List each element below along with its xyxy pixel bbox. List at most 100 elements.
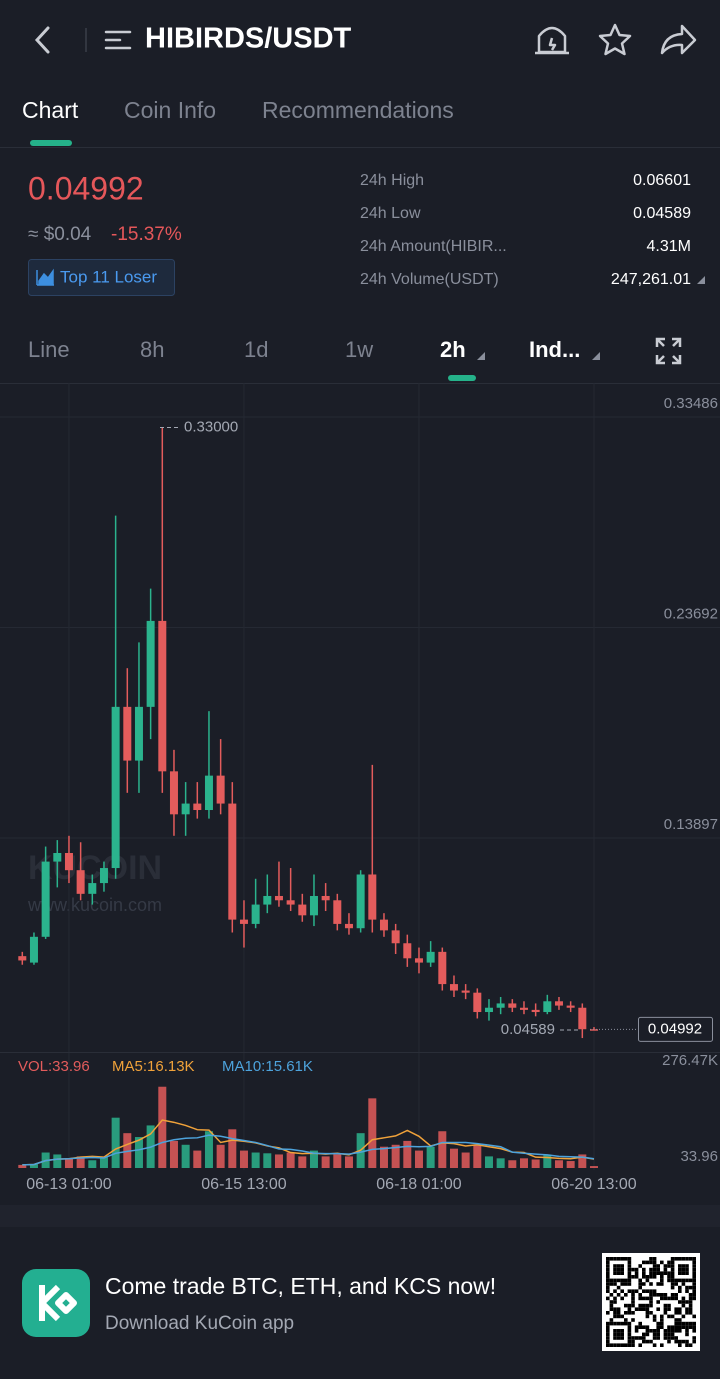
- volume-bar: [286, 1152, 295, 1168]
- qr-cell: [642, 1296, 646, 1301]
- back-button[interactable]: [34, 26, 50, 54]
- qr-cell: [670, 1267, 675, 1272]
- qr-cell: [606, 1282, 610, 1286]
- timeframe[interactable]: 1w: [345, 337, 373, 362]
- qr-cell: [620, 1314, 624, 1319]
- qr-cell: [685, 1329, 689, 1333]
- qr-cell: [627, 1289, 632, 1293]
- menu-icon[interactable]: [104, 30, 132, 50]
- volume-bar: [578, 1154, 587, 1168]
- tab[interactable]: Coin Info: [124, 97, 216, 123]
- qr-cell: [688, 1296, 693, 1301]
- candle-body: [554, 1001, 563, 1006]
- qr-cell: [634, 1267, 639, 1272]
- qr-cell: [627, 1343, 632, 1347]
- qr-cell: [674, 1307, 678, 1311]
- qr-cell: [634, 1336, 639, 1340]
- volume-bar: [403, 1140, 412, 1168]
- qr-cell: [649, 1282, 653, 1286]
- qr-cell: [645, 1303, 650, 1308]
- qr-cell: [616, 1321, 621, 1326]
- qr-cell: [692, 1321, 696, 1326]
- qr-cell: [674, 1257, 678, 1261]
- watermark: www.kucoin.com: [27, 895, 162, 915]
- qr-cell: [688, 1293, 693, 1297]
- tab[interactable]: Recommendations: [262, 97, 454, 123]
- qr-cell: [649, 1303, 653, 1308]
- qr-cell: [692, 1257, 696, 1261]
- qr-cell: [656, 1321, 660, 1326]
- timeframe[interactable]: 8h: [140, 337, 164, 362]
- volume-bar: [554, 1160, 563, 1168]
- timeframe[interactable]: Ind...: [529, 337, 580, 362]
- qr-cell: [678, 1264, 682, 1268]
- volume-bar: [414, 1150, 423, 1168]
- qr-cell: [660, 1343, 664, 1347]
- qr-cell: [678, 1285, 682, 1290]
- dropdown-arrow: [697, 276, 705, 284]
- qr-cell: [606, 1285, 610, 1290]
- qr-cell: [681, 1257, 686, 1261]
- volume-bar: [519, 1158, 528, 1168]
- qr-cell: [685, 1332, 689, 1337]
- favorite-icon[interactable]: [598, 23, 632, 56]
- qr-cell: [627, 1267, 632, 1272]
- qr-cell: [678, 1289, 682, 1293]
- qr-cell: [642, 1289, 646, 1293]
- qr-cell: [620, 1329, 624, 1333]
- candle-body: [76, 870, 85, 894]
- candle-body: [88, 883, 97, 894]
- qr-cell: [674, 1318, 678, 1322]
- qr-cell: [645, 1332, 650, 1337]
- qr-cell: [660, 1278, 664, 1283]
- high-label: 0.33000: [184, 418, 238, 435]
- qr-cell: [638, 1282, 642, 1286]
- timeframe[interactable]: 1d: [244, 337, 268, 362]
- stat-value: 4.31M: [647, 238, 691, 255]
- qr-cell: [652, 1257, 657, 1261]
- volume-bar: [298, 1156, 307, 1168]
- volume-bar: [589, 1166, 598, 1168]
- qr-cell: [631, 1336, 635, 1340]
- qr-cell: [688, 1303, 693, 1308]
- qr-cell: [649, 1300, 653, 1304]
- qr-cell: [652, 1271, 657, 1275]
- qr-cell: [660, 1271, 664, 1275]
- volume-bar: [321, 1156, 330, 1168]
- qr-cell: [606, 1332, 610, 1337]
- qr-cell: [692, 1314, 696, 1319]
- qr-cell: [681, 1278, 686, 1283]
- qr-cell: [674, 1311, 678, 1315]
- dropdown-arrow: [592, 352, 600, 360]
- share-icon[interactable]: [660, 24, 697, 55]
- x-tick-label: 06-20 13:00: [551, 1176, 637, 1193]
- qr-cell: [606, 1267, 610, 1272]
- qr-cell: [634, 1329, 639, 1333]
- qr-cell: [606, 1260, 610, 1265]
- tab[interactable]: Chart: [22, 97, 79, 123]
- candle-body: [134, 706, 143, 761]
- qr-cell: [616, 1257, 621, 1261]
- qr-cell: [670, 1275, 675, 1279]
- qr-cell: [656, 1336, 660, 1340]
- timeframe[interactable]: 2h: [440, 337, 466, 362]
- rank-badge[interactable]: [28, 259, 175, 296]
- qr-cell: [606, 1275, 610, 1279]
- qr-cell: [613, 1343, 617, 1347]
- qr-cell: [674, 1282, 678, 1286]
- qr-cell: [606, 1336, 610, 1340]
- qr-cell: [638, 1278, 642, 1283]
- volume-tick-label: 276.47K: [662, 1052, 718, 1069]
- alert-icon[interactable]: [535, 26, 569, 55]
- qr-cell: [613, 1296, 617, 1301]
- qr-cell: [663, 1267, 668, 1272]
- qr-cell: [631, 1343, 635, 1347]
- qr-cell: [692, 1267, 696, 1272]
- volume-bar: [426, 1146, 435, 1168]
- qr-cell: [681, 1321, 686, 1326]
- fullscreen-icon[interactable]: [655, 337, 682, 365]
- timeframe[interactable]: Line: [28, 337, 70, 362]
- qr-cell: [631, 1339, 635, 1344]
- qr-cell: [678, 1271, 682, 1275]
- qr-cell: [620, 1282, 624, 1286]
